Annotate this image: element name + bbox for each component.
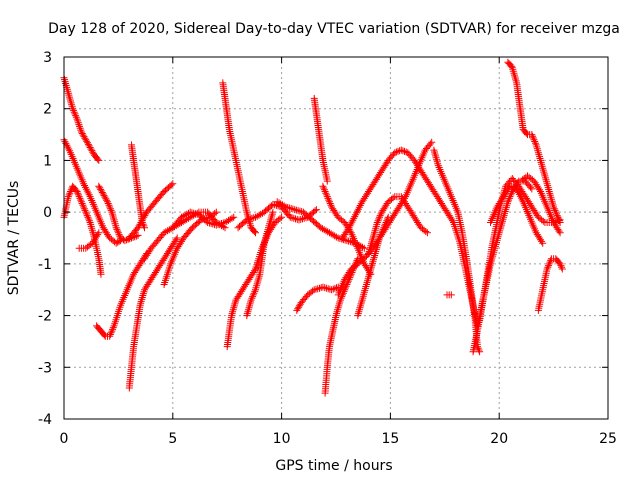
x-tick-label: 10 bbox=[273, 431, 291, 447]
data-point-markers bbox=[504, 58, 564, 226]
data-point-markers bbox=[125, 234, 181, 392]
y-tick-label: -3 bbox=[38, 360, 52, 376]
data-point-markers bbox=[160, 208, 220, 288]
series-track-33 bbox=[487, 182, 547, 247]
data-point-markers bbox=[243, 208, 277, 320]
plot-frame bbox=[63, 56, 609, 420]
y-tick-label: 0 bbox=[43, 205, 52, 221]
x-tick-label: 25 bbox=[599, 431, 617, 447]
data-point-markers bbox=[319, 182, 375, 278]
series-track-07 bbox=[125, 234, 181, 392]
data-point-markers bbox=[534, 255, 566, 314]
data-point-markers bbox=[293, 283, 342, 314]
data-point-markers bbox=[125, 180, 177, 242]
y-tick-label: 3 bbox=[43, 50, 52, 66]
data-point-markers bbox=[487, 182, 547, 247]
series-track-11 bbox=[160, 208, 220, 288]
series-track-26 bbox=[430, 146, 484, 356]
x-tick-label: 0 bbox=[60, 431, 69, 447]
chart-title: Day 128 of 2020, Sidereal Day-to-day VTE… bbox=[48, 21, 620, 37]
y-tick-label: -2 bbox=[38, 309, 52, 325]
series-track-18 bbox=[310, 94, 331, 185]
series-track-27 bbox=[443, 291, 455, 299]
data-point-markers bbox=[93, 250, 151, 340]
data-point-markers bbox=[365, 193, 431, 257]
series-track-13 bbox=[219, 79, 259, 237]
y-tick-label: 1 bbox=[43, 153, 52, 169]
series-track-31 bbox=[517, 172, 564, 237]
series-track-17 bbox=[273, 198, 368, 252]
y-tick-label: 2 bbox=[43, 102, 52, 118]
x-tick-label: 5 bbox=[168, 431, 177, 447]
series-track-09 bbox=[125, 180, 177, 242]
data-point-markers bbox=[310, 94, 331, 185]
x-tick-label: 20 bbox=[490, 431, 508, 447]
series-track-20 bbox=[293, 283, 342, 314]
y-tick-label: -4 bbox=[38, 412, 52, 428]
data-point-markers bbox=[169, 208, 238, 232]
data-point-markers bbox=[430, 146, 484, 356]
series-track-21 bbox=[321, 255, 362, 397]
series-track-06 bbox=[93, 250, 151, 340]
series-track-24 bbox=[354, 213, 392, 320]
y-axis-label: SDTVAR / TECUs bbox=[6, 181, 22, 296]
series-track-32 bbox=[534, 255, 566, 314]
series-track-30 bbox=[504, 58, 564, 226]
data-point-markers bbox=[219, 79, 259, 237]
series-track-04 bbox=[75, 229, 103, 252]
data-marks bbox=[60, 58, 566, 397]
data-point-markers bbox=[443, 291, 455, 299]
data-point-markers bbox=[517, 172, 564, 237]
series-track-15 bbox=[243, 208, 277, 320]
series-track-12 bbox=[169, 208, 238, 232]
series-track-25 bbox=[365, 193, 431, 257]
data-point-markers bbox=[321, 255, 362, 397]
data-point-markers bbox=[75, 229, 103, 252]
grid-lines bbox=[64, 57, 608, 419]
data-point-markers bbox=[354, 213, 392, 320]
x-tick-label: 15 bbox=[381, 431, 399, 447]
y-tick-label: -1 bbox=[38, 257, 52, 273]
series-track-19 bbox=[319, 182, 375, 278]
x-axis-label: GPS time / hours bbox=[275, 458, 392, 474]
data-point-markers bbox=[273, 198, 368, 252]
